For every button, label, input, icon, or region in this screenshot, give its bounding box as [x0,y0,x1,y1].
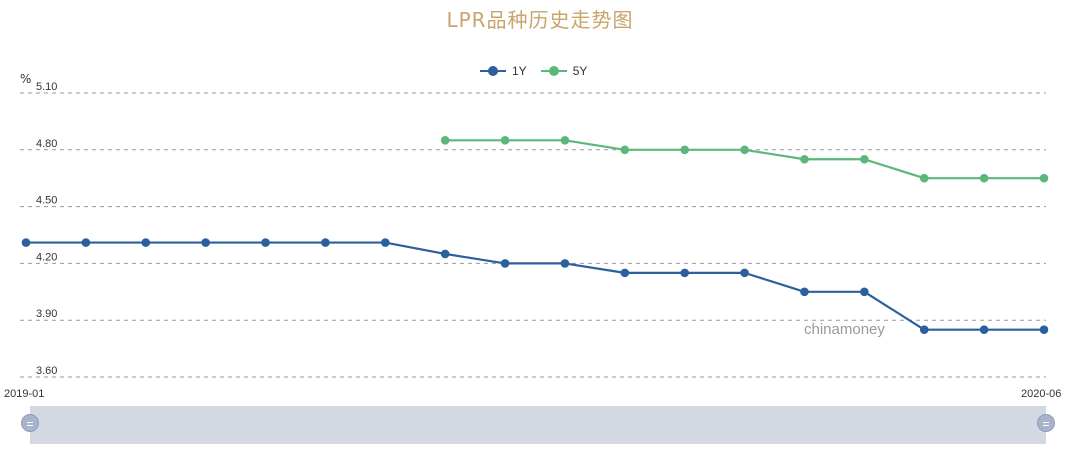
data-point-5y [919,173,929,183]
data-point-1y [21,238,31,247]
y-axis-unit: % [20,72,32,86]
legend-label-5y: 5Y [572,64,588,78]
data-point-1y [321,238,330,247]
data-point-1y [1039,325,1049,334]
slider-start-label: 2019-01 [4,388,45,400]
y-tick-label: 3.90 [36,308,57,320]
data-point-1y [500,259,510,268]
data-point-5y [440,136,450,145]
y-tick-label: 3.60 [36,365,57,377]
data-point-1y [560,259,570,268]
data-point-1y [680,268,690,278]
data-point-5y [740,145,749,155]
y-tick-label: 5.10 [36,81,57,93]
data-point-1y [860,287,869,297]
data-point-5y [800,154,809,164]
data-point-1y [740,268,749,278]
data-point-5y [680,145,690,155]
data-point-1y [201,238,210,247]
data-zoom-slider[interactable] [30,406,1046,444]
data-point-1y [81,238,91,247]
legend: 1Y 5Y [480,64,587,78]
data-point-5y [500,136,510,145]
data-point-1y [620,268,630,278]
data-point-1y [261,238,270,247]
slider-left-handle[interactable] [21,414,39,432]
y-tick-label: 4.80 [36,138,57,150]
data-point-1y [141,238,151,247]
data-point-5y [1039,173,1049,183]
legend-item-5y[interactable]: 5Y [540,64,588,78]
y-tick-label: 4.20 [36,251,57,263]
data-point-5y [860,154,869,164]
data-point-5y [979,173,989,183]
data-point-5y [620,145,630,155]
data-point-1y [919,325,929,334]
legend-label-1y: 1Y [512,64,527,78]
data-point-1y [800,287,809,297]
data-point-5y [560,136,570,145]
legend-swatch-5y [540,65,567,77]
series-line-1y [26,241,1044,331]
data-point-1y [440,249,450,259]
legend-item-1y[interactable]: 1Y [480,64,527,78]
slider-end-label: 2020-06 [1021,388,1062,400]
data-point-1y [979,325,989,334]
chart-title: LPR品种历史走势图 [446,8,634,32]
watermark: chinamoney [804,321,885,338]
y-tick-label: 4.50 [36,195,57,207]
data-point-1y [380,238,390,247]
legend-swatch-1y [480,65,506,77]
slider-right-handle[interactable] [1037,414,1055,432]
